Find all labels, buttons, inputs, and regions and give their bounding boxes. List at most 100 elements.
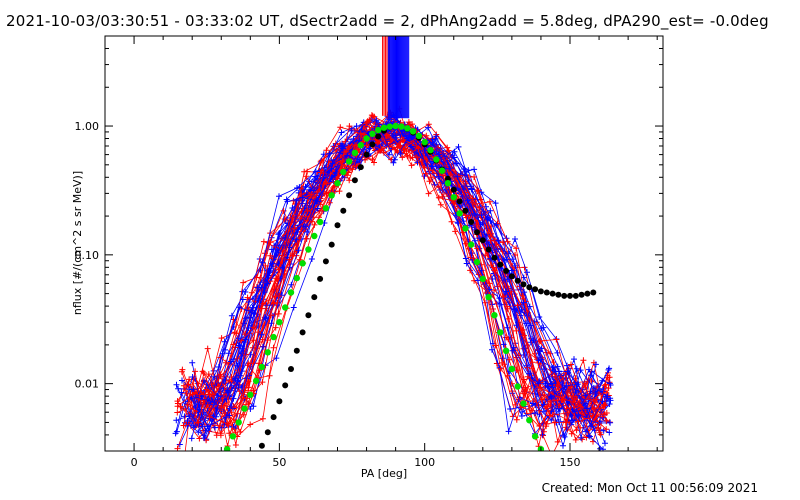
measurement-point	[468, 183, 474, 190]
model-point	[288, 366, 294, 372]
measurement-point	[356, 137, 363, 144]
measurement-point	[446, 165, 453, 172]
measurement-point	[497, 365, 504, 372]
measurement-point	[408, 162, 415, 169]
measurement-point	[193, 394, 199, 401]
model-point	[514, 277, 521, 284]
measurement-point	[606, 401, 613, 407]
measurement-point	[189, 374, 196, 380]
plot-frame	[104, 35, 664, 452]
measurement-point	[550, 364, 557, 371]
measurement-point	[529, 365, 535, 372]
model-point	[223, 446, 231, 451]
measurement-point	[180, 382, 187, 389]
measurement-point	[505, 315, 512, 322]
measurement-point	[577, 367, 584, 374]
measurement-point	[427, 174, 434, 181]
measurement-point	[537, 337, 544, 344]
axes: 0 50 100 150 0.01 0.10 1.00	[75, 35, 663, 469]
model-point	[537, 288, 544, 295]
measurement-point	[317, 201, 324, 208]
measurement-point	[453, 160, 460, 167]
measurement-point	[247, 406, 254, 412]
measurement-point	[237, 428, 244, 435]
created-timestamp: Created: Mon Oct 11 00:56:09 2021	[541, 481, 758, 495]
measurement-point	[518, 413, 525, 419]
model-point	[491, 312, 498, 319]
measurement-point	[295, 247, 302, 254]
measurement-point	[504, 372, 511, 379]
model-point	[561, 292, 568, 299]
measurement-point	[400, 136, 407, 143]
measurement-point	[267, 252, 274, 259]
measurement-point	[455, 143, 462, 150]
model-point	[572, 292, 579, 299]
model-point	[404, 125, 411, 132]
measurement-point	[202, 427, 209, 434]
measurement-point	[258, 331, 265, 338]
measurement-point	[435, 173, 442, 180]
measurement-point	[440, 172, 447, 179]
measurement-point	[188, 435, 195, 442]
measurement-trace	[178, 128, 610, 437]
model-point	[462, 225, 469, 232]
measurement-point	[279, 264, 285, 271]
model-point	[520, 400, 527, 407]
measurement-point	[436, 151, 443, 158]
measurement-point	[429, 163, 436, 169]
measurement-point	[262, 315, 269, 322]
measurement-point	[580, 357, 587, 364]
model-point	[444, 175, 451, 182]
measurement-point	[323, 180, 330, 187]
measurement-point	[471, 166, 478, 173]
measurement-point	[200, 369, 207, 376]
measurement-point	[603, 426, 610, 433]
measurement-point	[442, 153, 448, 160]
measurement-point	[578, 434, 585, 441]
measurement-point	[406, 132, 413, 139]
measurement-point	[507, 406, 514, 412]
measurement-point	[586, 433, 593, 440]
measurement-point	[204, 345, 211, 352]
measurement-point	[549, 384, 556, 391]
measurement-point	[391, 156, 398, 163]
measurement-point	[326, 150, 333, 157]
model-curves	[223, 122, 597, 451]
measurement-point	[404, 153, 411, 160]
measurement-point	[232, 375, 239, 382]
measurement-point	[371, 159, 377, 166]
measurement-point	[528, 407, 535, 414]
measurement-point	[244, 294, 251, 301]
measurement-point	[191, 389, 198, 396]
measurement-point	[259, 259, 266, 266]
x-axis-label: PA [deg]	[361, 467, 407, 480]
measurement-point	[521, 388, 528, 395]
measurement-point	[344, 152, 351, 159]
measurement-point	[373, 117, 380, 124]
measurement-point	[346, 177, 353, 184]
measurement-point	[603, 417, 610, 424]
measurement-point	[603, 410, 610, 416]
measurement-point	[464, 197, 471, 204]
measurement-point	[275, 231, 282, 238]
measurement-point	[599, 398, 606, 405]
model-point	[282, 382, 289, 389]
measurement-point	[173, 381, 180, 388]
measurement-point	[451, 154, 458, 161]
model-point	[369, 141, 376, 148]
x-tick-label: 0	[131, 456, 138, 469]
measurement-point	[230, 341, 237, 348]
measurement-point	[195, 429, 202, 436]
model-point	[363, 135, 370, 142]
model-point	[567, 292, 573, 299]
measurement-point	[247, 421, 254, 428]
measurement-point	[314, 198, 321, 205]
measurement-point	[304, 168, 311, 175]
measurement-point	[224, 387, 231, 394]
measurement-point	[595, 390, 602, 397]
measurement-point	[175, 385, 182, 392]
measurement-point	[523, 410, 530, 417]
model-point	[305, 312, 312, 319]
measurement-point	[606, 380, 613, 387]
